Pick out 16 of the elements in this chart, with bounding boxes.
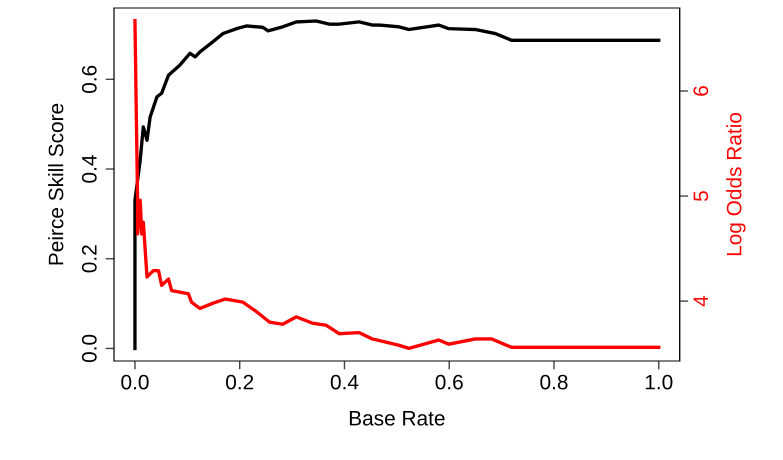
y-tick-label: 0.2 [82, 245, 97, 272]
x-axis-title: Base Rate [350, 411, 445, 426]
y2-tick-label: 4 [694, 296, 708, 306]
x-tick-label: 0.0 [121, 374, 149, 390]
x-tick-label: 0.8 [540, 374, 568, 390]
y-tick-label: 0.4 [82, 155, 97, 183]
x-tick-label: 0.4 [330, 374, 358, 390]
x-tick-label: 1.0 [646, 374, 672, 390]
y2-tick-label: 6 [693, 86, 708, 96]
x-tick-label: 0.6 [436, 374, 463, 390]
y2-axis-title: Log Odds Ratio [726, 112, 746, 256]
x-tick-label: 0.2 [226, 374, 254, 390]
y-tick-label: 0.0 [82, 334, 97, 362]
y2-tick-label: 5 [694, 191, 708, 202]
y-axis-title: Peirce Skill Score [48, 104, 64, 264]
y-tick-label: 0.6 [82, 66, 97, 93]
